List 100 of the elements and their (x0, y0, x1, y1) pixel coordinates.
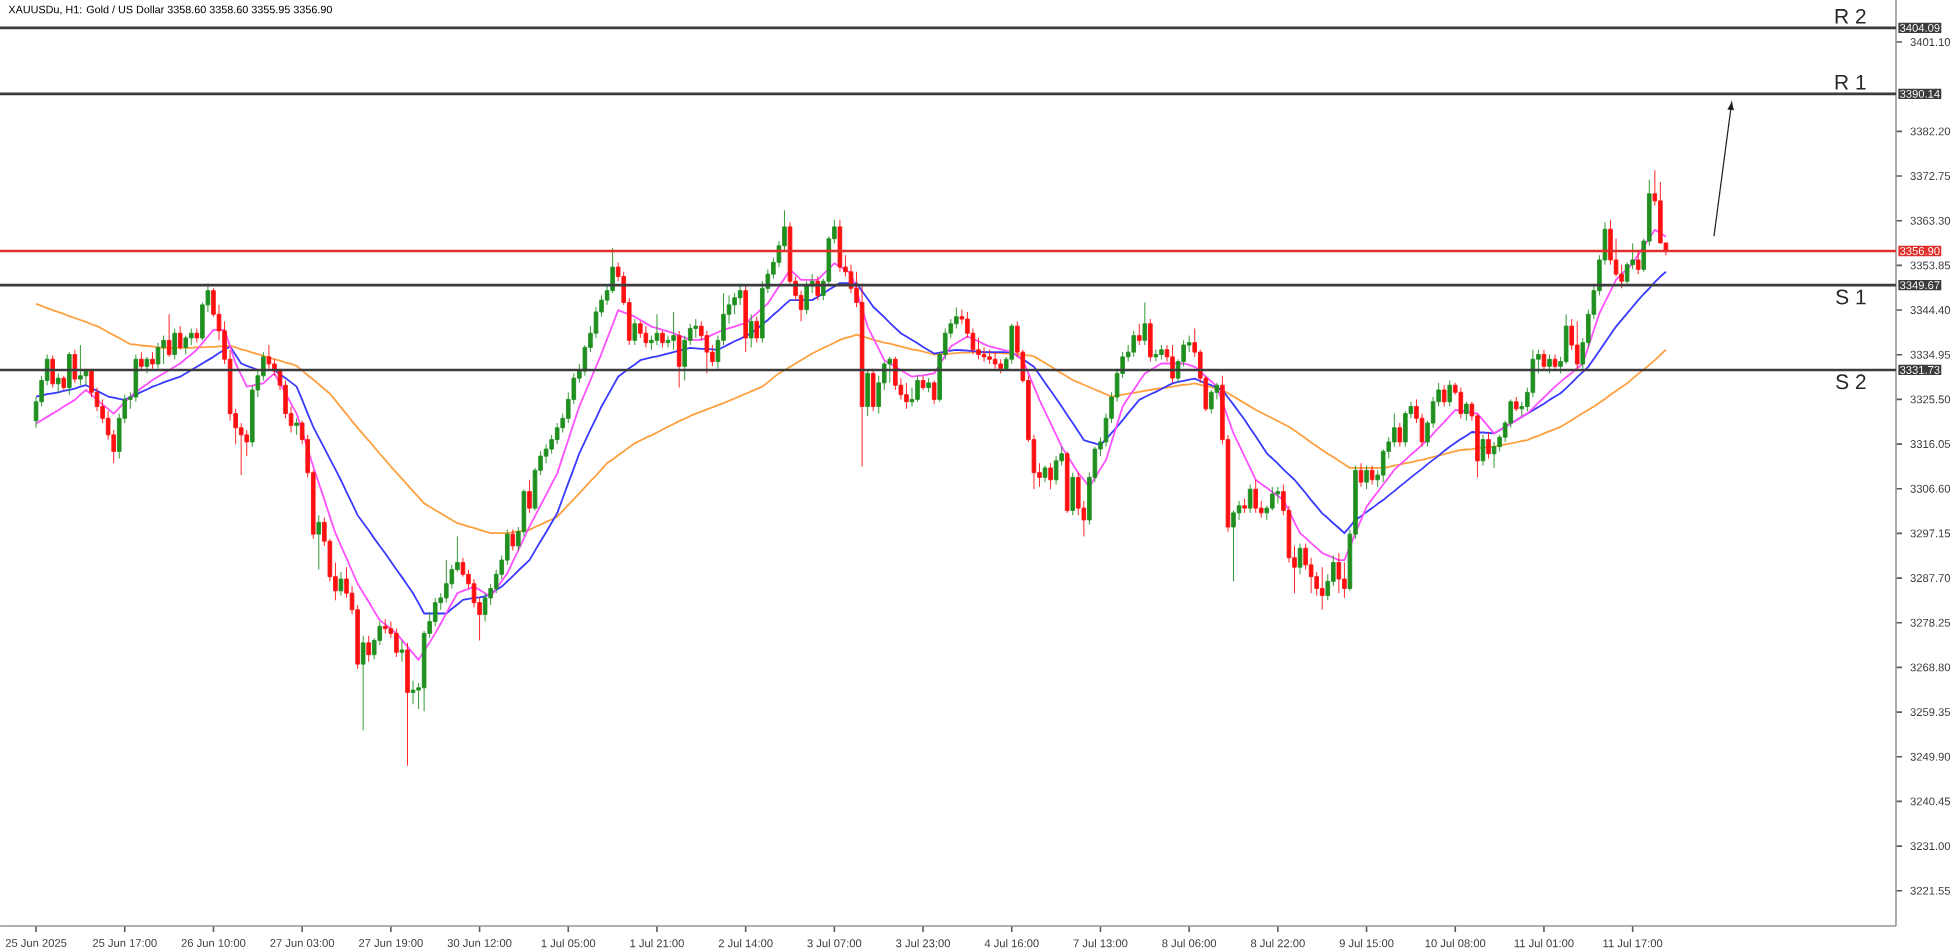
candlestick (360, 635, 366, 731)
annotation: S 2 (1836, 374, 1866, 390)
annotation: R 2 (1835, 8, 1866, 24)
candlestick (1209, 389, 1214, 415)
annotation: R 1 (1835, 75, 1866, 90)
candlestick (610, 247, 615, 294)
candlestick (1563, 313, 1569, 365)
candlestick (1064, 450, 1070, 514)
candlestick (737, 283, 743, 306)
candlestick (693, 318, 699, 339)
candlestick (1314, 571, 1319, 597)
candlestick (189, 328, 194, 346)
candlestick (266, 344, 272, 370)
candlestick (1142, 302, 1148, 346)
candlestick (460, 557, 466, 578)
candlestick (1247, 484, 1253, 514)
candlestick (1574, 320, 1580, 370)
candlestick (915, 375, 920, 403)
candlestick (1552, 354, 1558, 370)
candlestick (383, 618, 388, 634)
candlestick (1148, 318, 1153, 363)
candlestick (1236, 500, 1242, 521)
candlestick (837, 219, 843, 273)
candlestick (638, 320, 643, 339)
candlestick (754, 316, 760, 344)
candlestick (67, 351, 72, 396)
candlestick (1486, 432, 1491, 459)
candlestick (931, 380, 937, 405)
candlestick (1048, 462, 1053, 490)
candlestick (1403, 410, 1408, 448)
annotation: S 1 (1836, 289, 1866, 305)
candlestick (1364, 465, 1369, 490)
candlestick (649, 335, 654, 351)
candlestick (676, 330, 682, 389)
candlestick (432, 597, 438, 627)
candlestick (1153, 349, 1159, 363)
candlestick (987, 349, 992, 365)
candlestick (1297, 543, 1303, 575)
candlestick (133, 354, 139, 403)
candlestick (1380, 448, 1386, 483)
candlestick (399, 640, 405, 663)
candlestick (482, 592, 488, 623)
candlestick (1441, 384, 1447, 407)
candlestick (338, 571, 344, 597)
candlestick (72, 349, 78, 384)
candlestick (527, 479, 532, 514)
candlestick (865, 370, 870, 417)
candlestick (1136, 323, 1142, 346)
candlestick (1242, 498, 1247, 514)
candlestick (1303, 543, 1308, 571)
candlestick (444, 559, 449, 604)
candlestick (887, 356, 893, 384)
candlestick (1275, 486, 1281, 504)
candlestick (294, 417, 299, 436)
candlestick (55, 372, 61, 393)
candlestick (410, 680, 416, 705)
candlestick (172, 328, 177, 360)
candlestick (954, 306, 959, 329)
candlestick (144, 356, 150, 374)
candlestick (1070, 472, 1076, 516)
candlestick (1541, 349, 1547, 372)
candlestick (471, 578, 477, 608)
candlestick (920, 375, 926, 391)
candlestick (510, 528, 516, 552)
candlestick (1358, 462, 1364, 488)
candlestick (981, 346, 987, 363)
candlestick (1458, 387, 1464, 419)
candlestick (671, 311, 676, 351)
candlestick (166, 313, 172, 358)
candlestick (394, 628, 399, 658)
candlestick (1392, 413, 1397, 448)
candlestick (909, 387, 915, 407)
candlestick (1319, 566, 1325, 611)
candlestick (543, 443, 549, 464)
candlestick (1397, 422, 1403, 448)
candlestick (1131, 330, 1137, 358)
candlestick (1369, 465, 1375, 485)
candlestick (177, 325, 183, 351)
candlestick (1253, 479, 1258, 514)
candlestick (632, 318, 638, 346)
candlestick (926, 377, 931, 393)
candlestick (150, 351, 155, 370)
candlestick (1042, 465, 1048, 483)
candlestick (1076, 472, 1081, 516)
candlestick (1491, 441, 1497, 469)
candlestick (743, 285, 748, 353)
candlestick (1336, 552, 1342, 594)
candlestick (704, 330, 710, 374)
candlestick (316, 514, 322, 571)
candlestick (1419, 413, 1425, 448)
candlestick (554, 422, 560, 445)
candlestick (1447, 380, 1452, 407)
candlestick (643, 325, 649, 348)
candlestick (1624, 261, 1630, 285)
candlestick (904, 382, 909, 410)
candlestick (405, 642, 410, 767)
candlestick (1342, 562, 1347, 599)
candlestick (366, 635, 371, 663)
candlestick (660, 330, 665, 348)
candlestick (155, 342, 161, 370)
